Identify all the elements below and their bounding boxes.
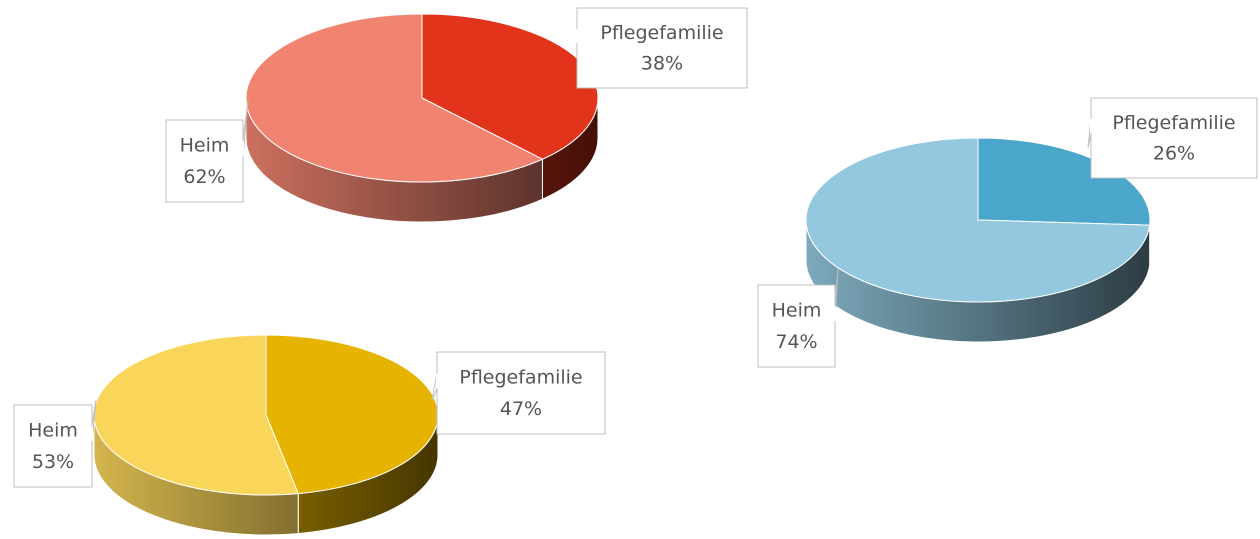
slice-label: Heim (772, 300, 822, 322)
slice-value-label: 53% (32, 451, 74, 473)
slice-label: Heim (28, 420, 78, 442)
slice-label: Pflegefamilie (1112, 112, 1235, 134)
slice-label: Pflegefamilie (459, 367, 582, 389)
slice-value-label: 38% (641, 53, 683, 75)
callout-box (577, 8, 747, 88)
callout-box (758, 285, 835, 367)
slice-value-label: 74% (775, 331, 817, 353)
slice-value-label: 62% (183, 166, 225, 188)
slice-value-label: 47% (500, 398, 542, 420)
callout-box (14, 405, 92, 487)
callout-box (437, 352, 605, 434)
callout-box (1091, 98, 1257, 178)
slice-label: Pflegefamilie (600, 22, 723, 44)
slice-label: Heim (180, 135, 230, 157)
slice-value-label: 26% (1153, 143, 1195, 165)
callout-box (166, 120, 243, 202)
